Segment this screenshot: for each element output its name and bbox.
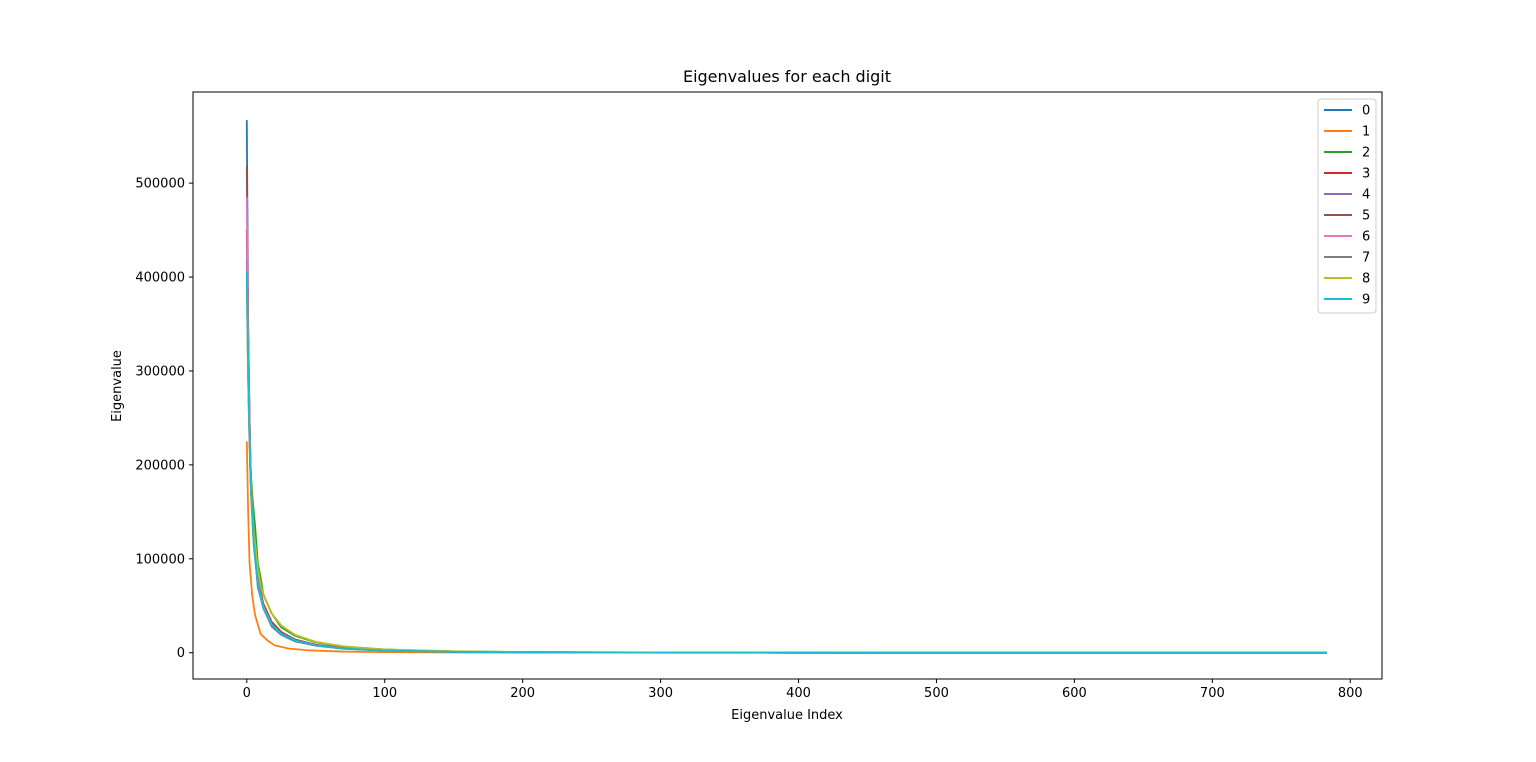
legend-label-3: 3 [1362,167,1370,182]
y-tick-label: 200000 [135,458,185,473]
x-tick-label: 300 [648,686,673,701]
y-axis-label: Eigenvalue [110,350,125,422]
y-tick-label: 0 [177,646,185,661]
x-tick-label: 500 [924,686,949,701]
x-tick-label: 200 [510,686,535,701]
x-tick-label: 700 [1200,686,1225,701]
legend-label-2: 2 [1362,146,1370,161]
y-tick-label: 300000 [135,364,185,379]
y-axis: 0 100000 200000 300000 400000 500000 [135,177,193,661]
legend-label-0: 0 [1362,104,1370,119]
x-tick-label: 800 [1338,686,1363,701]
x-tick-label: 600 [1062,686,1087,701]
legend-label-1: 1 [1362,125,1370,140]
series-lines [245,120,1327,654]
legend-label-7: 7 [1362,251,1370,266]
x-tick-label: 400 [786,686,811,701]
y-tick-label: 100000 [135,552,185,567]
x-tick-label: 0 [243,686,251,701]
x-axis-label: Eigenvalue Index [731,708,843,723]
chart-title: Eigenvalues for each digit [683,67,891,86]
legend: 0 1 2 3 4 5 6 7 8 9 [1317,98,1377,314]
x-axis: 0 100 200 300 400 500 600 700 800 [243,679,1363,701]
legend-label-6: 6 [1362,230,1370,245]
series-line-9 [245,272,1327,654]
legend-label-9: 9 [1362,293,1370,308]
legend-label-8: 8 [1362,272,1370,287]
plot-area [192,91,1383,680]
legend-label-4: 4 [1362,188,1370,203]
y-tick-label: 500000 [135,177,185,192]
x-tick-label: 100 [372,686,397,701]
legend-label-5: 5 [1362,209,1370,224]
y-tick-label: 400000 [135,271,185,286]
